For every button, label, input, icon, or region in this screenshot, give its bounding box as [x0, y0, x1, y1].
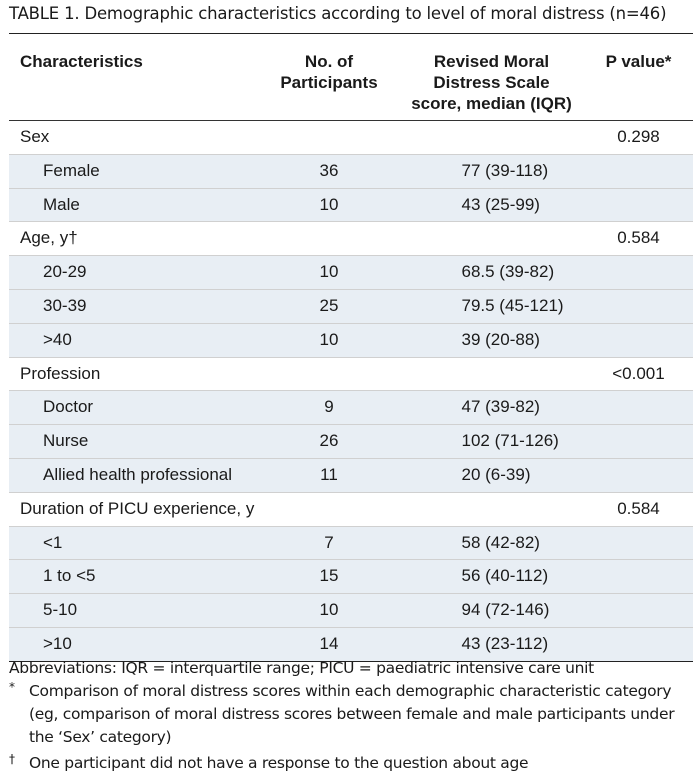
- row-pvalue: 0.298: [617, 127, 660, 146]
- row-participants: 11: [320, 464, 338, 484]
- row-score: [404, 121, 579, 154]
- footnote-dagger: † One participant did not have a respons…: [9, 752, 693, 775]
- category-row: Duration of PICU experience, y 0.584: [9, 491, 693, 526]
- category-row: Age, y† 0.584: [9, 221, 693, 256]
- row-score-value: 39 (20-88): [461, 329, 540, 349]
- row-score: 77 (39-118): [404, 155, 579, 188]
- header-participants-line2: Participants: [280, 73, 378, 92]
- row-label: 30-39: [43, 295, 87, 315]
- row-label: Age, y†: [20, 228, 78, 248]
- row-label: Nurse: [43, 431, 89, 451]
- row-score: 94 (72-146): [404, 594, 579, 627]
- abbreviations-text: Abbreviations: IQR = interquartile range…: [9, 659, 594, 677]
- dagger-symbol: †: [9, 752, 15, 766]
- row-score-value: 68.5 (39-82): [461, 262, 555, 282]
- row-score-value: 47 (39-82): [461, 397, 540, 417]
- star-text: Comparison of moral distress scores with…: [29, 682, 675, 746]
- row-participants: 36: [319, 160, 339, 180]
- table-title: TABLE 1. Demographic characteristics acc…: [9, 4, 667, 23]
- table-row: 5-10 10 94 (72-146): [9, 593, 693, 627]
- row-participants: 9: [324, 397, 334, 417]
- row-score-value: 94 (72-146): [461, 600, 550, 620]
- row-pvalue: 0.584: [617, 228, 660, 248]
- row-label: <1: [43, 532, 63, 552]
- row-score-value: 58 (42-82): [461, 532, 540, 552]
- row-score: 79.5 (45-121): [404, 290, 579, 323]
- row-participants: 14: [319, 633, 339, 653]
- demographics-table: Characteristics No. of Participants Revi…: [9, 33, 693, 662]
- table-row: Nurse 26 102 (71-126): [9, 424, 693, 458]
- row-label: 20-29: [43, 262, 87, 282]
- row-score-value: 56 (40-112): [461, 566, 549, 586]
- table-row: Allied health professional 11 20 (6-39): [9, 457, 693, 492]
- table-row: Male 10 43 (25-99): [9, 187, 693, 222]
- table-row: Doctor 9 47 (39-82): [9, 390, 693, 425]
- row-participants: 10: [319, 600, 339, 620]
- row-score-value: 102 (71-126): [461, 431, 559, 451]
- row-score-value: 43 (23-112): [461, 633, 549, 653]
- table-row: <1 7 58 (42-82): [9, 525, 693, 560]
- table-row: >40 10 39 (20-88): [9, 322, 693, 357]
- row-score-value: 43 (25-99): [461, 194, 540, 214]
- header-score-line3: score, median (IQR): [411, 94, 572, 113]
- table-header: Characteristics No. of Participants Revi…: [9, 34, 693, 121]
- row-score: 68.5 (39-82): [404, 256, 579, 289]
- row-participants: 25: [319, 295, 339, 315]
- row-score: 102 (71-126): [404, 425, 579, 458]
- table-body: Sex 0.298 Female 36 77 (39-118) Male 10 43 (25-…: [9, 121, 693, 662]
- star-symbol: *: [9, 680, 15, 694]
- row-score: [404, 222, 579, 255]
- row-participants: 26: [319, 431, 339, 451]
- row-participants: 10: [319, 262, 339, 282]
- row-label: Allied health professional: [43, 464, 233, 484]
- header-participants-line1: No. of: [304, 52, 354, 71]
- row-label: Male: [43, 194, 80, 214]
- row-label: Profession: [20, 363, 101, 383]
- row-label: 5-10: [43, 600, 78, 620]
- header-score-line2: Distress Scale: [433, 73, 550, 92]
- row-score: 20 (6-39): [404, 459, 579, 492]
- row-participants: 7: [324, 532, 334, 552]
- category-row: Sex 0.298: [9, 121, 693, 154]
- row-score-value: 77 (39-118): [461, 160, 549, 180]
- header-characteristics: Characteristics: [20, 52, 143, 71]
- category-row: Profession <0.001: [9, 356, 693, 391]
- row-score: 47 (39-82): [404, 391, 579, 424]
- table-row: Female 36 77 (39-118): [9, 153, 693, 188]
- row-label: Doctor: [43, 397, 94, 417]
- table-row: 20-29 10 68.5 (39-82): [9, 255, 693, 289]
- row-score: 43 (25-99): [404, 189, 579, 222]
- row-label: 1 to <5: [43, 566, 96, 586]
- header-participants: No. of Participants: [271, 51, 387, 93]
- row-score: [404, 493, 579, 526]
- row-score: 58 (42-82): [404, 527, 579, 560]
- row-score: [404, 358, 579, 391]
- header-score: Revised Moral Distress Scale score, medi…: [404, 51, 579, 114]
- row-participants: 10: [319, 329, 339, 349]
- row-pvalue: 0.584: [617, 498, 660, 518]
- header-pvalue: P value*: [605, 52, 672, 71]
- row-score: 39 (20-88): [404, 324, 579, 357]
- row-pvalue: <0.001: [612, 363, 665, 383]
- table-row: 30-39 25 79.5 (45-121): [9, 288, 693, 323]
- header-score-line1: Revised Moral: [433, 52, 550, 71]
- dagger-text: One participant did not have a response …: [29, 754, 529, 772]
- row-label: Female: [43, 160, 100, 180]
- row-label: >10: [43, 633, 72, 653]
- row-score: 56 (40-112): [404, 560, 579, 593]
- row-participants: 10: [319, 194, 339, 214]
- table-row: 1 to <5 15 56 (40-112): [9, 559, 693, 594]
- row-label: Duration of PICU experience, y: [20, 498, 255, 518]
- row-score: 43 (23-112): [404, 628, 579, 661]
- row-score-value: 79.5 (45-121): [461, 295, 564, 315]
- row-label: Sex: [20, 127, 50, 146]
- row-label: >40: [43, 329, 72, 349]
- footnote-abbreviations: Abbreviations: IQR = interquartile range…: [9, 657, 693, 680]
- table-row: >10 14 43 (23-112): [9, 626, 693, 661]
- row-score-value: 20 (6-39): [461, 464, 531, 484]
- row-participants: 15: [319, 566, 339, 586]
- footnote-star: * Comparison of moral distress scores wi…: [9, 680, 693, 749]
